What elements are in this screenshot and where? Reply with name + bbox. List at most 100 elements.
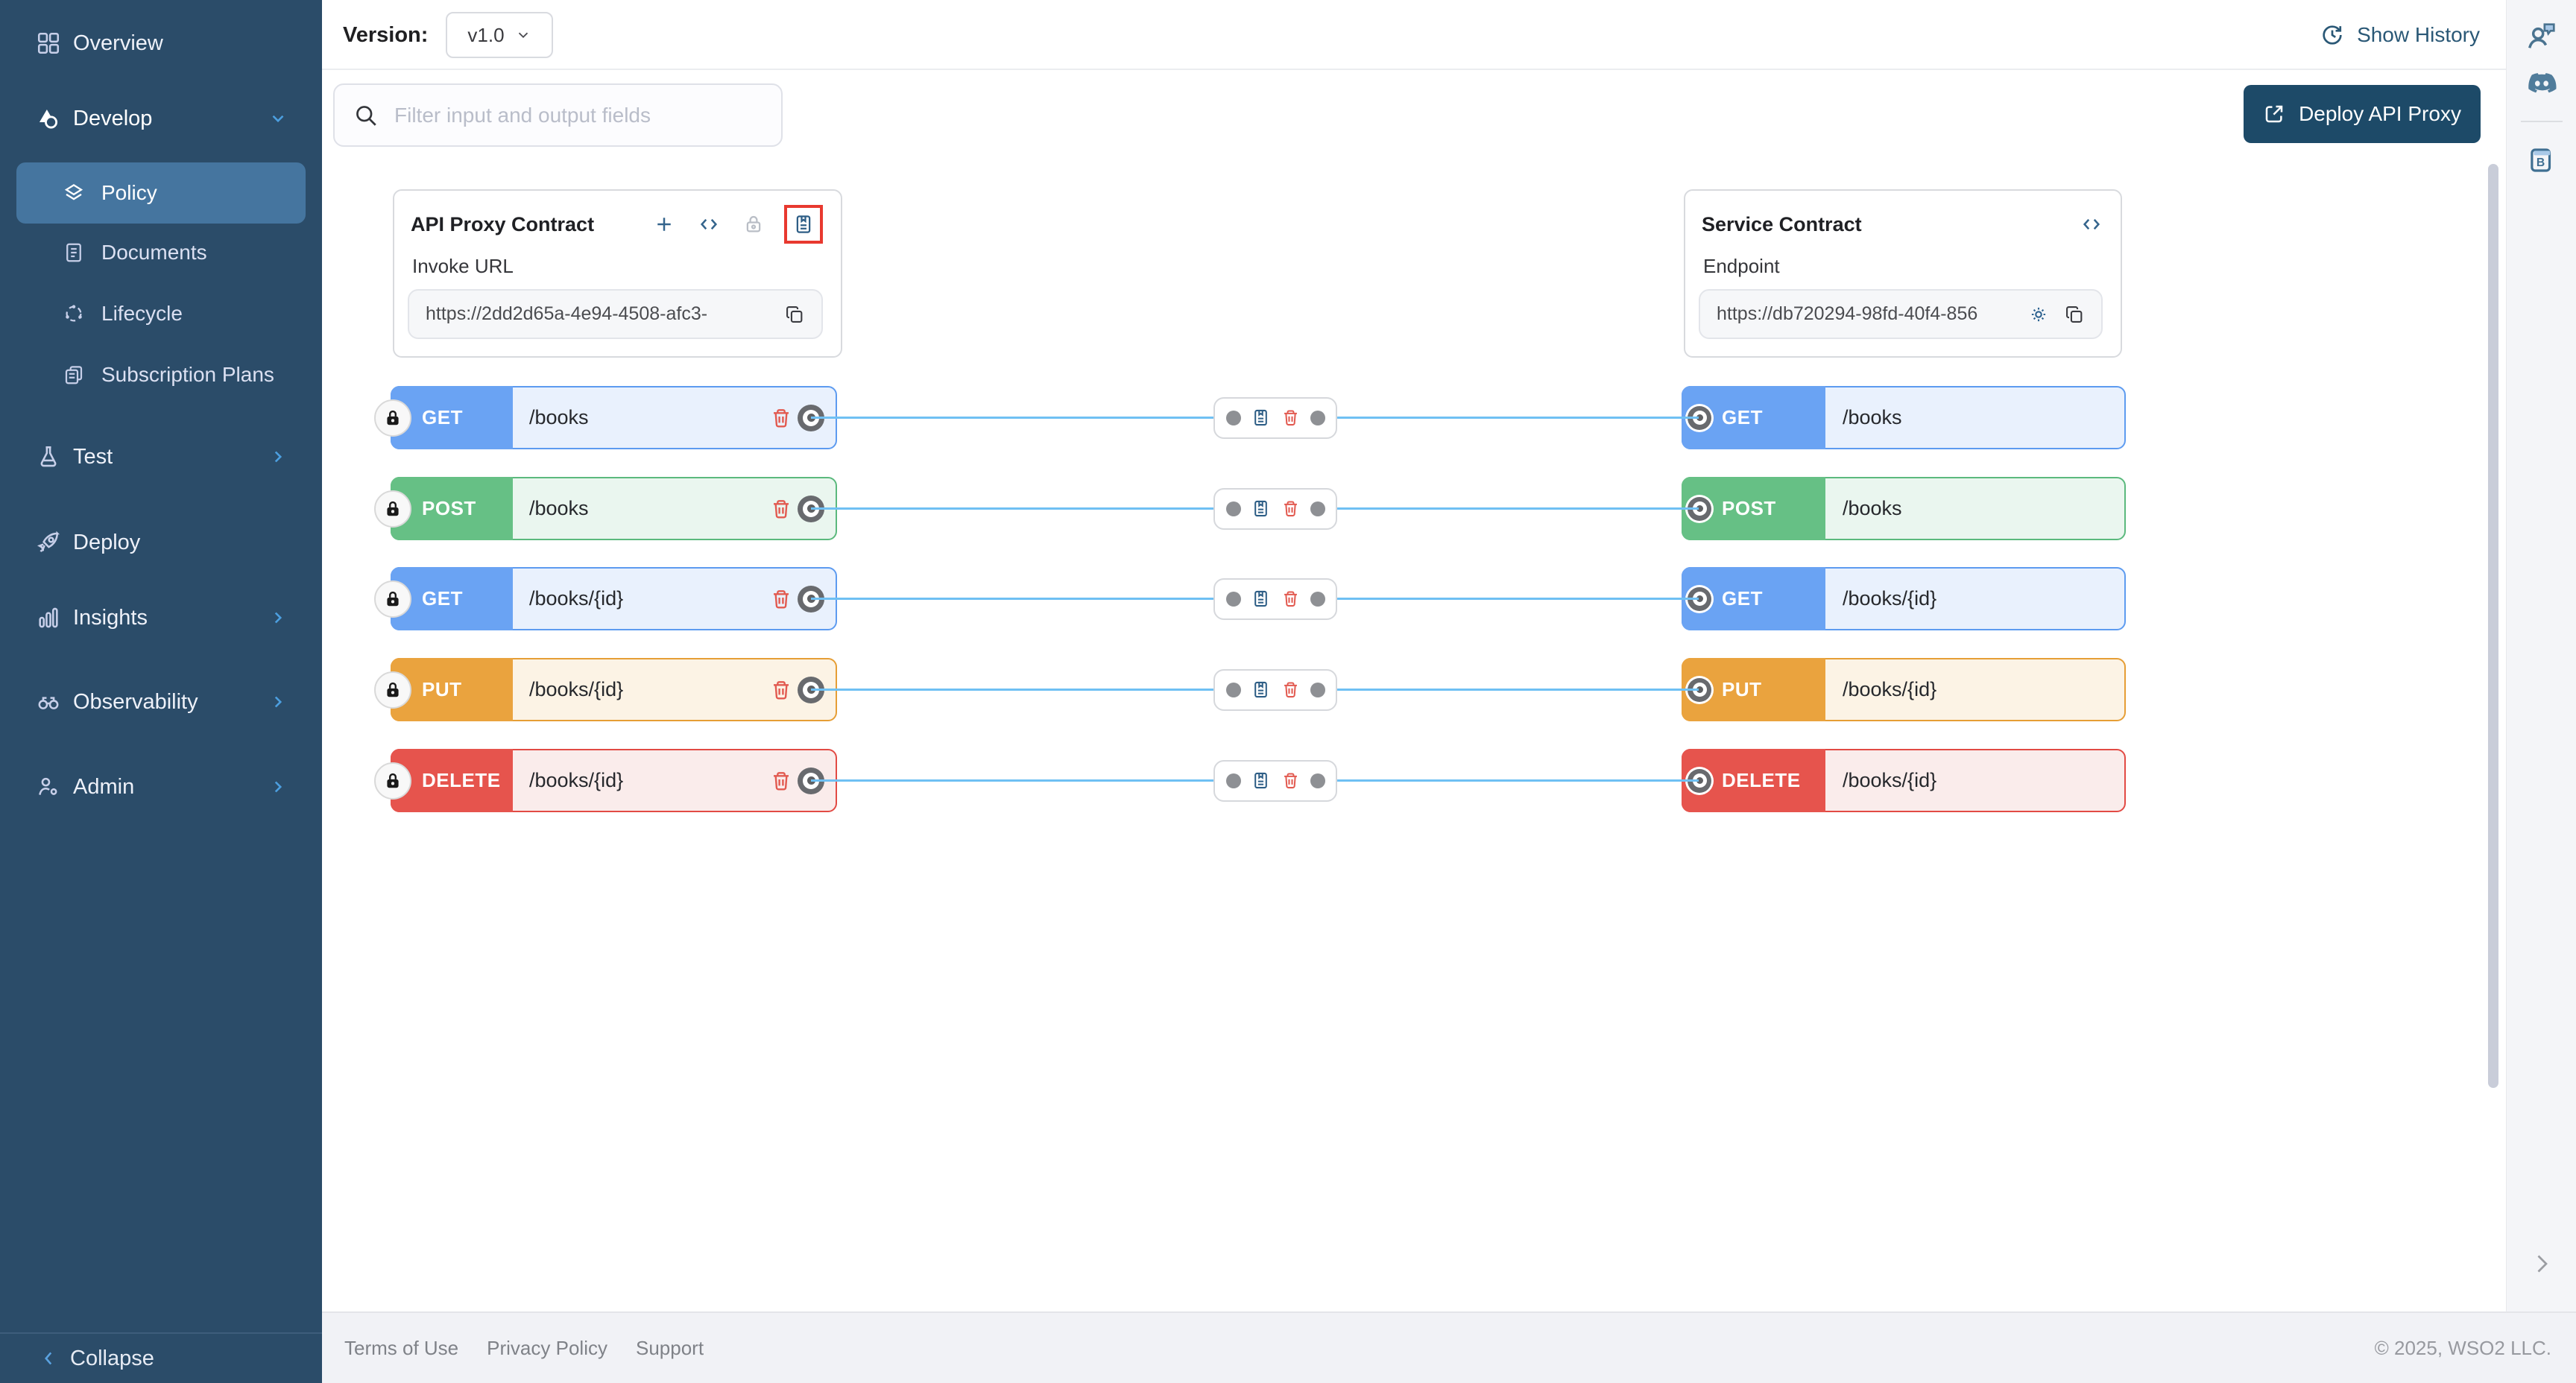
rocket-icon [36, 530, 61, 555]
code-view-icon[interactable] [2080, 213, 2103, 235]
delete-resource-icon[interactable] [769, 678, 793, 702]
support-link[interactable]: Support [635, 1336, 704, 1359]
gear-icon[interactable] [2028, 304, 2049, 325]
sidebar-item-label: Documents [101, 241, 207, 264]
security-lock-icon[interactable] [742, 213, 765, 235]
show-history-label: Show History [2357, 23, 2480, 46]
sidebar-item-label: Overview [73, 31, 163, 55]
sidebar-item-label: Insights [73, 605, 148, 630]
proxy-resource[interactable]: PUT /books/{id} [374, 658, 837, 721]
sidebar-item-label: Develop [73, 106, 153, 130]
mapping-tools-pill [1213, 668, 1337, 711]
sidebar-item-deploy[interactable]: Deploy [0, 519, 322, 566]
terms-of-use-link[interactable]: Terms of Use [344, 1336, 459, 1359]
connector-dot-icon [1225, 773, 1241, 788]
collapse-sidebar-button[interactable]: Collapse [0, 1332, 322, 1383]
delete-mapping-icon[interactable] [1281, 408, 1301, 428]
delete-resource-icon[interactable] [769, 406, 793, 430]
annotation-highlight-box [784, 205, 823, 244]
develop-icon [36, 106, 61, 131]
version-select[interactable]: v1.0 [446, 12, 553, 58]
proxy-resource[interactable]: POST /books [374, 477, 837, 540]
proxy-resource[interactable]: DELETE /books/{id} [374, 749, 837, 812]
copy-icon[interactable] [2064, 304, 2085, 325]
docs-book-icon[interactable]: B [2526, 145, 2557, 176]
vertical-scrollbar[interactable] [2488, 164, 2498, 1088]
sidebar-item-insights[interactable]: Insights [0, 594, 322, 642]
chevron-right-icon [268, 777, 288, 797]
delete-mapping-icon[interactable] [1281, 499, 1301, 519]
proxy-resource-path: /books/{id} [529, 678, 624, 700]
sidebar-item-policy[interactable]: Policy [16, 162, 306, 224]
deploy-api-proxy-button[interactable]: Deploy API Proxy [2244, 85, 2481, 143]
deploy-button-label: Deploy API Proxy [2299, 102, 2461, 125]
proxy-resource[interactable]: GET /books/{id} [374, 567, 837, 630]
feedback-icon[interactable] [2525, 19, 2559, 54]
delete-resource-icon[interactable] [769, 587, 793, 611]
service-resource[interactable]: POST /books [1682, 477, 2126, 540]
mapping-tools-pill [1213, 759, 1337, 802]
proxy-resource-path: /books [529, 406, 589, 428]
service-resource[interactable]: PUT /books/{id} [1682, 658, 2126, 721]
code-view-icon[interactable] [698, 213, 720, 235]
expand-panel-chevron-icon[interactable] [2528, 1250, 2555, 1277]
service-resource[interactable]: GET /books/{id} [1682, 567, 2126, 630]
sidebar-item-observability[interactable]: Observability [0, 678, 322, 726]
policy-notebook-icon[interactable] [792, 213, 815, 235]
sidebar-item-subscription-plans[interactable]: Subscription Plans [0, 351, 322, 399]
svg-text:B: B [2536, 156, 2544, 169]
service-resource[interactable]: DELETE /books/{id} [1682, 749, 2126, 812]
service-resource-path: /books [1843, 497, 1902, 519]
proxy-resource[interactable]: GET /books [374, 386, 837, 449]
policy-notebook-icon[interactable] [1251, 680, 1271, 700]
policy-notebook-icon[interactable] [1251, 499, 1271, 519]
method-badge: GET [422, 406, 463, 428]
sidebar-item-label: Observability [73, 689, 198, 714]
endpoint-field: https://db720294-98fd-40f4-856 [1699, 289, 2103, 339]
delete-resource-icon[interactable] [769, 497, 793, 521]
add-resource-icon[interactable] [653, 213, 675, 235]
service-resource[interactable]: GET /books [1682, 386, 2126, 449]
lifecycle-icon [63, 303, 85, 325]
document-icon [63, 241, 85, 264]
privacy-policy-link[interactable]: Privacy Policy [487, 1336, 607, 1359]
filter-input[interactable] [394, 103, 763, 127]
version-bar: Version: v1.0 Show History [322, 0, 2506, 70]
method-badge: POST [422, 497, 476, 519]
sidebar-item-develop[interactable]: Develop [0, 95, 322, 142]
sidebar-item-overview[interactable]: Overview [0, 19, 322, 67]
copy-icon[interactable] [784, 304, 805, 325]
binoculars-icon [36, 689, 61, 715]
sidebar-item-lifecycle[interactable]: Lifecycle [0, 290, 322, 338]
connector-dot-icon [1225, 682, 1241, 697]
discord-icon[interactable] [2525, 66, 2558, 99]
service-contract-card: Service Contract Endpoint https://db7202… [1684, 189, 2122, 358]
collapse-label: Collapse [70, 1346, 154, 1370]
delete-mapping-icon[interactable] [1281, 680, 1301, 700]
resource-mapping-row: PUT /books/{id} PUT /books/{id} [322, 658, 2506, 721]
delete-mapping-icon[interactable] [1281, 589, 1301, 609]
resource-mapping-row: GET /books/{id} GET /books/{id} [322, 567, 2506, 630]
mapping-canvas: Version: v1.0 Show History Deploy API Pr… [322, 0, 2506, 1311]
card-title: Service Contract [1702, 212, 1862, 235]
rail-divider [2521, 121, 2563, 122]
sidebar-item-documents[interactable]: Documents [0, 229, 322, 276]
lock-icon [374, 580, 411, 618]
chevron-right-icon [268, 447, 288, 466]
show-history-button[interactable]: Show History [2320, 0, 2480, 70]
sidebar-item-label: Policy [101, 181, 157, 204]
delete-resource-icon[interactable] [769, 769, 793, 793]
mapping-tools-pill [1213, 487, 1337, 530]
mapping-tools-pill [1213, 577, 1337, 620]
policy-notebook-icon[interactable] [1251, 408, 1271, 428]
sidebar-item-admin[interactable]: Admin [0, 763, 322, 811]
invoke-url-label: Invoke URL [412, 255, 514, 277]
sidebar-item-test[interactable]: Test [0, 433, 322, 481]
sidebar-item-label: Admin [73, 774, 135, 799]
policy-notebook-icon[interactable] [1251, 589, 1271, 609]
method-badge: GET [1722, 406, 1763, 428]
policy-notebook-icon[interactable] [1251, 770, 1271, 791]
mapping-tools-pill [1213, 396, 1337, 439]
delete-mapping-icon[interactable] [1281, 770, 1301, 791]
